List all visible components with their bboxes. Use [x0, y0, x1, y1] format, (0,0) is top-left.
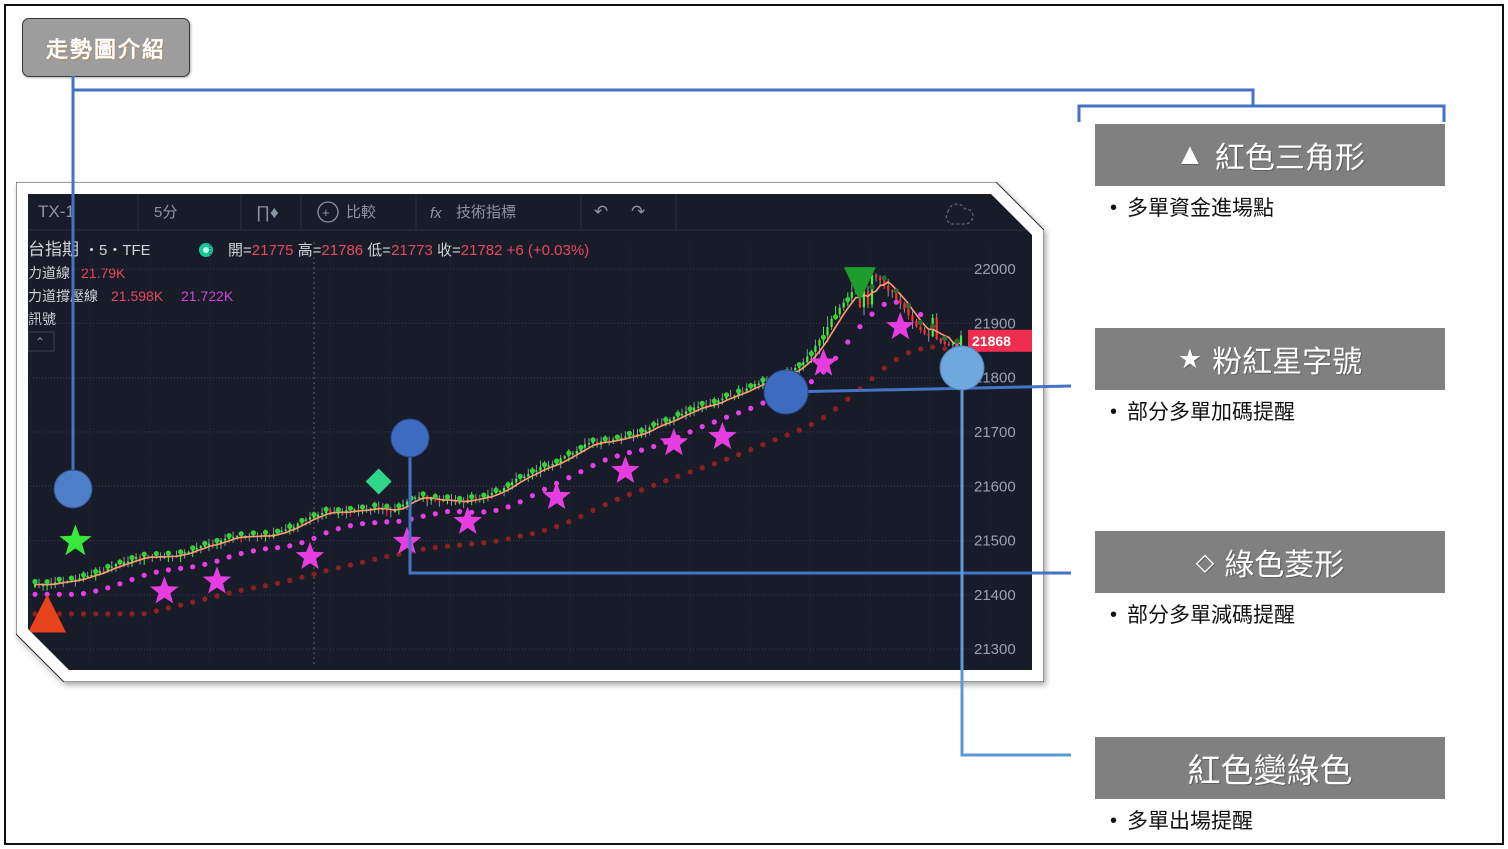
- svg-text:⌃: ⌃: [35, 335, 45, 349]
- svg-text:台指期: 台指期: [28, 240, 79, 259]
- svg-text:21868: 21868: [972, 333, 1011, 349]
- svg-text:TX-1: TX-1: [38, 202, 75, 221]
- svg-text:↶: ↶: [594, 202, 608, 221]
- svg-text:21.722K: 21.722K: [181, 288, 234, 304]
- svg-text:+: +: [322, 205, 330, 220]
- svg-text:21.598K: 21.598K: [111, 288, 164, 304]
- svg-text:↷: ↷: [631, 202, 645, 221]
- svg-text:21300: 21300: [974, 641, 1016, 658]
- svg-text:22000: 22000: [974, 261, 1016, 278]
- svg-text:21.79K: 21.79K: [81, 265, 126, 281]
- svg-text:∏♦: ∏♦: [256, 203, 279, 222]
- svg-text:21800: 21800: [974, 370, 1016, 387]
- svg-text:開=21775 高=21786 低=21773 收=2178: 開=21775 高=21786 低=21773 收=21782 +6 (+0.0…: [228, 242, 589, 259]
- svg-text:21400: 21400: [974, 587, 1016, 604]
- svg-text:5分: 5分: [154, 204, 177, 221]
- svg-text:21500: 21500: [974, 533, 1016, 550]
- svg-text:・5・TFE: ・5・TFE: [84, 242, 151, 259]
- svg-text:fx: fx: [430, 205, 442, 222]
- svg-text:技術指標: 技術指標: [456, 204, 516, 221]
- svg-text:力道撐壓線: 力道撐壓線: [28, 288, 98, 304]
- svg-text:力道線: 力道線: [28, 265, 70, 281]
- svg-text:訊號: 訊號: [28, 311, 56, 327]
- svg-text:21600: 21600: [974, 478, 1016, 495]
- svg-text:比較: 比較: [346, 203, 376, 221]
- svg-text:21700: 21700: [974, 424, 1016, 441]
